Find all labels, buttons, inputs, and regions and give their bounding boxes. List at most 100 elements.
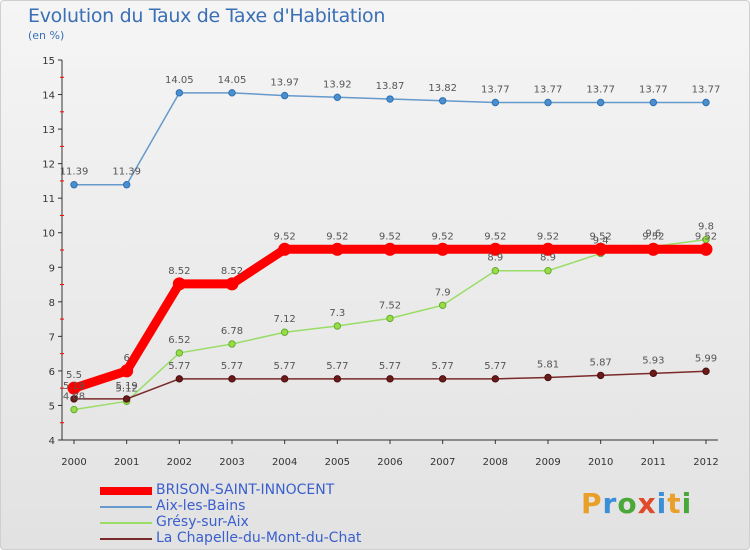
data-label: 9.52 — [274, 231, 296, 242]
data-point — [544, 373, 552, 382]
logo-letter: i — [681, 487, 693, 520]
data-point — [438, 97, 447, 105]
data-label: 4.88 — [63, 392, 85, 403]
data-point — [436, 242, 450, 256]
x-tick-label: 2012 — [693, 457, 718, 468]
legend-swatch-aix — [100, 506, 152, 508]
legend-swatch-gresy — [100, 522, 152, 524]
y-tick-label: 15 — [42, 56, 55, 67]
data-label: 8.52 — [168, 266, 190, 277]
data-point — [386, 375, 394, 383]
data-label: 5.87 — [590, 357, 612, 368]
data-label: 13.77 — [692, 84, 721, 95]
x-tick-label: 2007 — [430, 457, 455, 468]
data-point — [278, 242, 292, 256]
data-point — [175, 375, 184, 383]
y-tick-label: 12 — [42, 160, 55, 171]
y-tick-label: 8 — [49, 298, 55, 309]
data-point — [122, 181, 131, 189]
data-point — [172, 277, 186, 291]
data-label: 8.9 — [540, 253, 556, 264]
data-point — [594, 242, 608, 256]
data-label: 5.81 — [537, 359, 559, 370]
data-label: 7.12 — [274, 314, 296, 325]
data-label: 9.52 — [484, 231, 506, 242]
data-point — [541, 242, 555, 256]
series-points — [67, 89, 713, 414]
y-tick-label: 13 — [42, 125, 55, 136]
data-label: 13.87 — [376, 81, 405, 92]
chart-title: Evolution du Taux de Taxe d'Habitation — [28, 5, 386, 27]
data-label: 9.52 — [537, 231, 559, 242]
data-label: 7.52 — [379, 300, 401, 311]
data-label: 13.77 — [586, 84, 615, 95]
x-tick-label: 2005 — [325, 457, 350, 468]
data-label: 5.99 — [695, 353, 717, 364]
data-label: 6 — [123, 353, 129, 364]
data-point — [280, 375, 289, 383]
data-label: 9.52 — [326, 231, 348, 242]
data-label: 5.5 — [66, 370, 82, 381]
y-tick-label: 14 — [42, 91, 55, 102]
data-point — [67, 381, 81, 395]
legend-label-aix: Aix-les-Bains — [156, 498, 246, 514]
y-tick-label: 5 — [49, 401, 55, 412]
data-label: 5.77 — [432, 361, 454, 372]
data-label: 9.52 — [590, 231, 612, 242]
data-point — [491, 267, 500, 275]
data-label: 9.52 — [432, 231, 454, 242]
data-label: 5.12 — [116, 383, 138, 394]
data-point — [544, 267, 552, 275]
logo-letter: o — [617, 487, 638, 520]
y-tick-label: 6 — [49, 367, 55, 378]
data-label: 9.52 — [642, 231, 664, 242]
y-tick-label: 4 — [49, 436, 55, 447]
logo-letter: i — [656, 487, 668, 520]
data-label: 5.77 — [168, 361, 190, 372]
legend-swatch-brison — [100, 487, 152, 495]
data-label: 5.77 — [379, 361, 401, 372]
data-label: 8.9 — [487, 253, 503, 264]
data-point — [383, 242, 397, 256]
data-point — [702, 98, 710, 107]
data-point — [280, 328, 289, 336]
data-label: 9.6 — [645, 229, 661, 240]
data-point — [544, 98, 552, 107]
y-tick-label: 10 — [42, 229, 55, 240]
y-tick-label: 11 — [42, 194, 55, 205]
data-point — [699, 242, 713, 256]
data-point — [386, 95, 394, 103]
data-point — [333, 375, 342, 383]
data-point — [333, 322, 342, 330]
data-label: 5.19 — [116, 381, 138, 392]
data-point — [702, 367, 710, 375]
data-label: 6.52 — [168, 335, 190, 346]
data-label: 14.05 — [165, 75, 194, 86]
data-point — [70, 181, 78, 189]
data-label: 7.3 — [329, 308, 345, 319]
logo-letter: r — [602, 487, 618, 520]
data-label: 13.92 — [323, 79, 352, 90]
data-label: 5.77 — [274, 361, 296, 372]
data-label: 5.19 — [63, 381, 85, 392]
data-point — [488, 242, 502, 256]
data-label: 9.4 — [593, 235, 609, 246]
chart-axes: 4 5 6 7 8 9 10 11 12 13 14 15 2000 2001 2002 2003 2004 20… — [42, 56, 718, 468]
data-point — [228, 89, 236, 97]
data-point — [646, 242, 660, 256]
data-point — [649, 369, 658, 378]
x-tick-label: 2002 — [167, 457, 192, 468]
data-label: 5.77 — [326, 361, 348, 372]
data-point — [333, 93, 342, 102]
y-tick-label: 9 — [49, 263, 55, 274]
data-point — [649, 98, 658, 107]
y-tick-label: 7 — [49, 332, 55, 343]
data-label: 5.93 — [642, 355, 664, 366]
data-point — [228, 375, 236, 383]
data-point — [491, 375, 500, 383]
data-label: 9.52 — [379, 231, 401, 242]
data-label: 14.05 — [218, 75, 247, 86]
logo-letter: P — [581, 487, 603, 520]
